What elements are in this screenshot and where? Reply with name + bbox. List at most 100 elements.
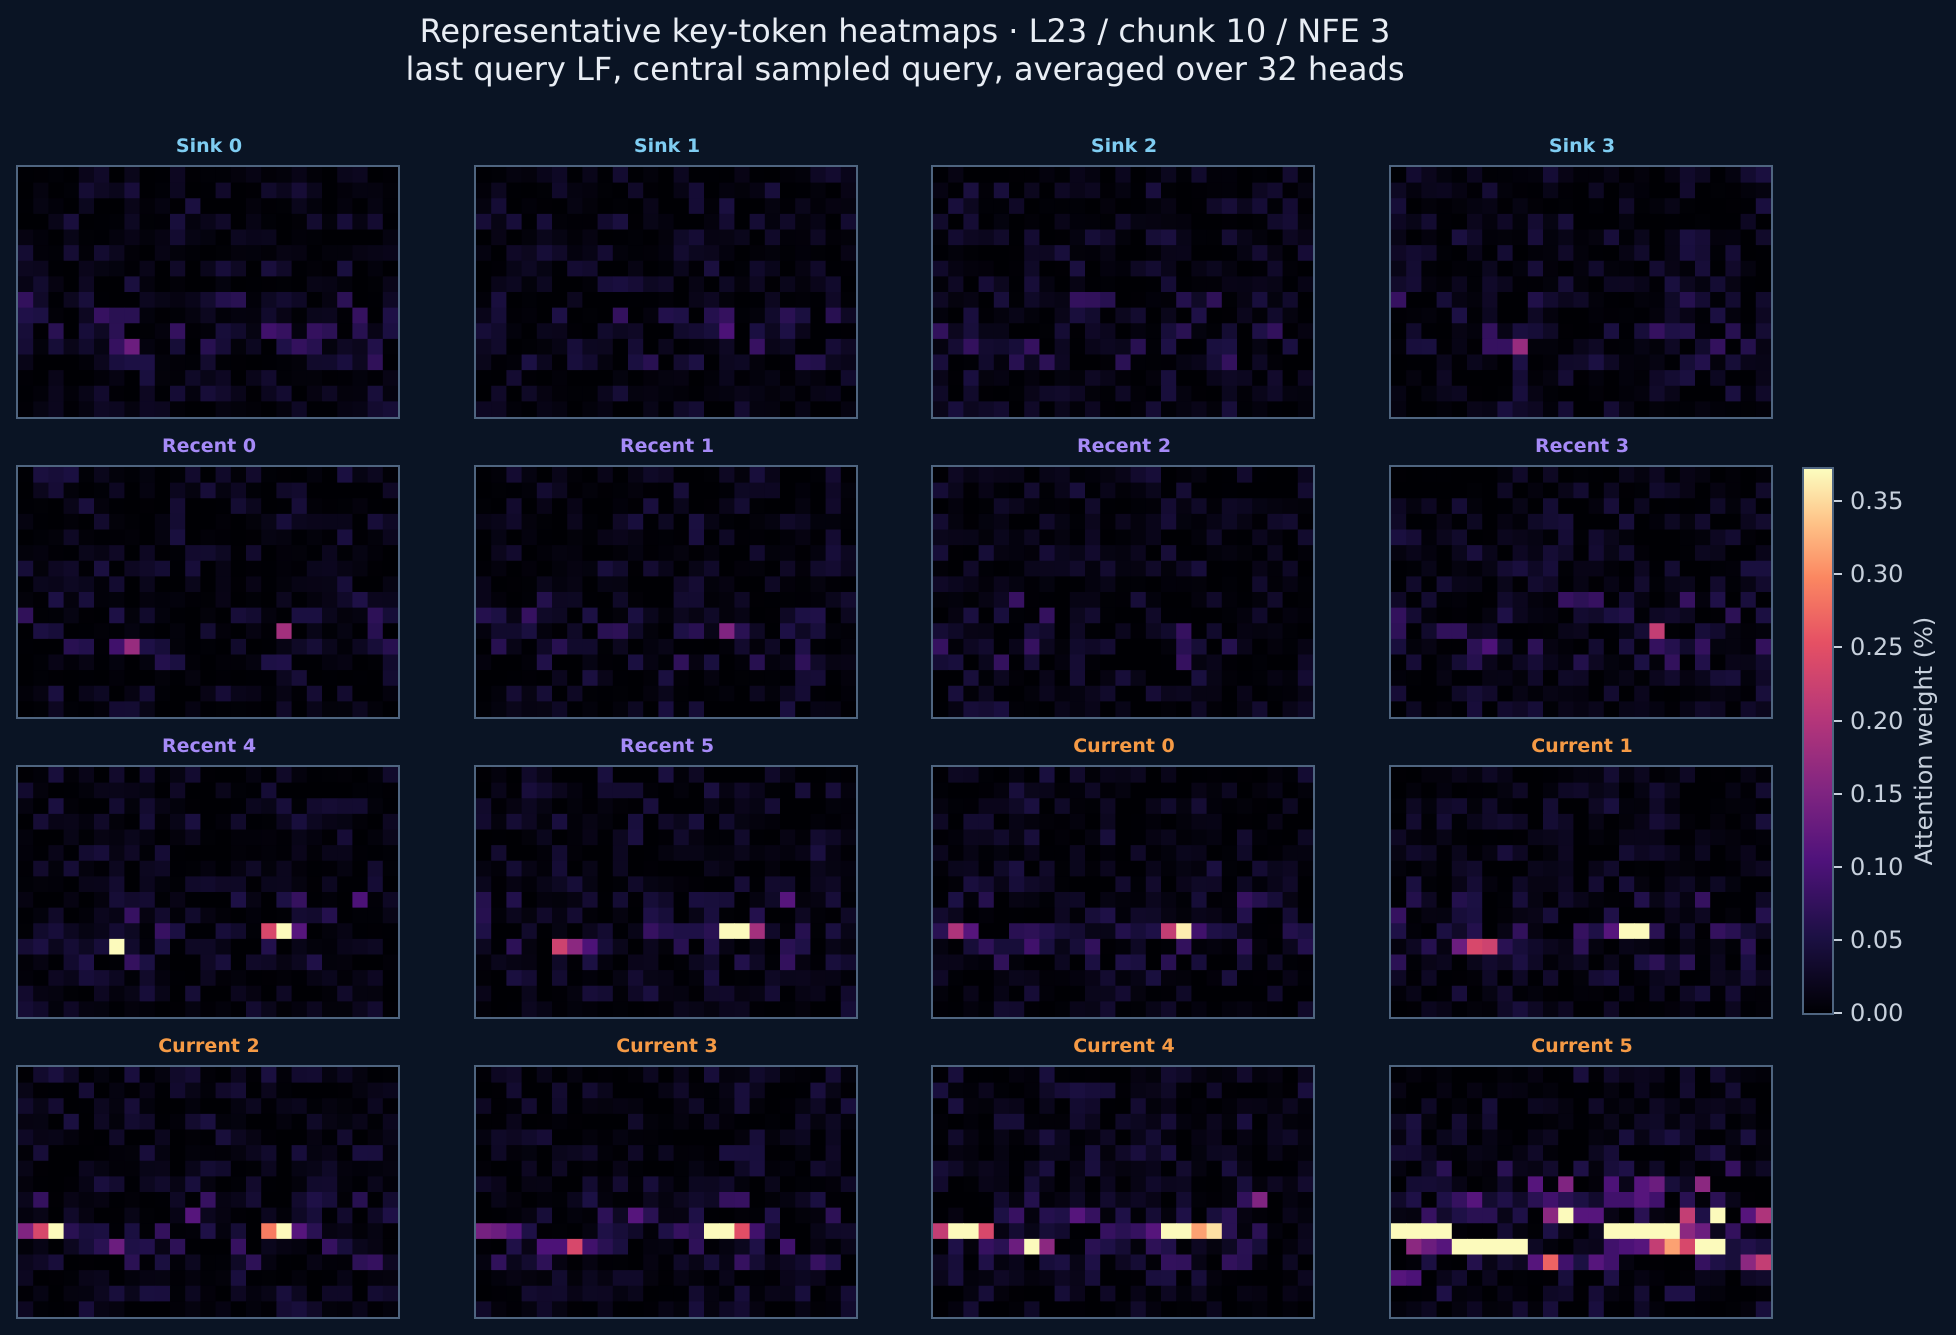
heatmap-cell (1100, 923, 1116, 940)
heatmap-cell (1436, 467, 1453, 484)
heatmap-cell (825, 782, 842, 799)
heatmap-cell (1024, 182, 1040, 199)
heatmap-cell (1100, 813, 1116, 831)
heatmap-cell (230, 1129, 247, 1146)
heatmap-cell (1069, 182, 1086, 199)
heatmap-cell (170, 592, 186, 609)
heatmap-cell (764, 767, 781, 784)
heatmap-cell (94, 670, 110, 687)
heatmap-cell (1467, 245, 1483, 262)
heatmap-cell (185, 592, 201, 609)
heatmap-cell (933, 354, 949, 371)
heatmap-cell (552, 970, 568, 987)
heatmap-cell (1130, 1001, 1147, 1017)
heatmap-cell (1543, 907, 1559, 924)
heatmap-cell (1451, 529, 1468, 546)
heatmap-cell (1206, 370, 1223, 387)
heatmap-cell (1619, 198, 1635, 215)
heatmap-cell (78, 685, 95, 702)
heatmap-cell (658, 860, 675, 877)
heatmap-cell (825, 670, 842, 687)
heatmap-cell (1024, 467, 1040, 484)
heatmap-cell (261, 545, 277, 562)
heatmap-cell (170, 985, 186, 1002)
heatmap-cell (1054, 907, 1071, 924)
heatmap-cell (18, 276, 34, 293)
heatmap-cell (1436, 292, 1453, 309)
heatmap-cell (276, 560, 293, 577)
heatmap-cell (810, 623, 827, 640)
heatmap-cell (322, 167, 338, 184)
heatmap-cell (367, 276, 384, 293)
heatmap-cell (1391, 354, 1407, 371)
heatmap-cell (1527, 813, 1544, 831)
heatmap-cell (1755, 167, 1771, 184)
heatmap-cell (1421, 829, 1438, 846)
heatmap-cell (382, 229, 398, 246)
heatmap-cell (1619, 845, 1635, 862)
heatmap-cell (1421, 638, 1438, 656)
heatmap-cell (506, 198, 523, 215)
heatmap-cell (1221, 401, 1238, 417)
heatmap-cell (1649, 560, 1666, 577)
chart-title-line-2: last query LF, central sampled query, av… (405, 50, 1405, 88)
heatmap-cell (1206, 623, 1223, 640)
heatmap-cell (1573, 970, 1590, 987)
heatmap-cell (536, 245, 553, 262)
heatmap-cell (1024, 338, 1040, 356)
heatmap-cell (673, 892, 690, 909)
heatmap-cell (1451, 798, 1468, 815)
heatmap-cell (1436, 338, 1453, 356)
heatmap-cell (1267, 338, 1284, 356)
heatmap-cell (1237, 167, 1253, 184)
heatmap-cell (840, 545, 856, 562)
heatmap-cell (476, 701, 492, 717)
heatmap-cell (1527, 292, 1544, 309)
heatmap-cell (1054, 923, 1071, 940)
heatmap-cell (612, 229, 629, 246)
heatmap-cell (1543, 401, 1559, 417)
heatmap-cell (48, 182, 65, 199)
heatmap-cell (352, 323, 369, 340)
heatmap-cell (1421, 182, 1438, 199)
heatmap-cell (1482, 338, 1498, 356)
heatmap-cell (1451, 560, 1468, 577)
heatmap-cell (673, 498, 690, 515)
heatmap-cell (688, 401, 705, 417)
heatmap-cell (780, 767, 796, 784)
heatmap-cell (48, 370, 65, 387)
heatmap-cell (291, 860, 308, 877)
heatmap-cell (963, 198, 980, 215)
heatmap-cell (948, 985, 964, 1002)
heatmap-cell (536, 401, 553, 417)
heatmap-cell (734, 385, 751, 402)
heatmap-cell (1115, 845, 1132, 862)
heatmap-cell (215, 1098, 232, 1115)
heatmap-cell (780, 167, 796, 184)
heatmap-cell (1297, 498, 1313, 515)
heatmap-cell (170, 167, 186, 184)
heatmap-cell (1710, 229, 1726, 246)
heatmap-cell (1573, 670, 1590, 687)
heatmap-cell (1421, 323, 1438, 340)
heatmap-cell (1406, 385, 1422, 402)
heatmap-cell (200, 829, 217, 846)
heatmap-cell (1085, 467, 1101, 484)
heatmap-cell (1130, 892, 1147, 909)
heatmap-cell (306, 985, 323, 1002)
heatmap-cell (1649, 182, 1666, 199)
heatmap-cell (1206, 482, 1223, 499)
heatmap-cell (139, 1067, 156, 1084)
heatmap-cell (1649, 213, 1666, 231)
heatmap-cell (291, 985, 308, 1002)
heatmap-cell (567, 845, 583, 862)
heatmap-cell (795, 1001, 811, 1017)
heatmap-cell (215, 798, 232, 815)
heatmap-cell (1221, 385, 1238, 402)
heatmap-cell (48, 545, 65, 562)
heatmap-cell (1543, 845, 1559, 862)
heatmap-cell (1282, 229, 1299, 246)
heatmap-cell (1740, 182, 1757, 199)
heatmap-cell (963, 529, 980, 546)
heatmap-cell (734, 276, 751, 293)
